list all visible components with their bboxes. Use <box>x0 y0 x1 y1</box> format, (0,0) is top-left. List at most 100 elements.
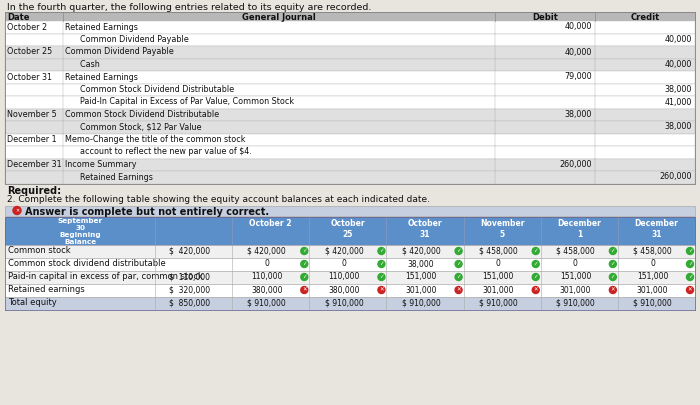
Circle shape <box>687 286 694 294</box>
Text: 40,000: 40,000 <box>664 35 692 44</box>
Text: ✓: ✓ <box>533 248 538 253</box>
Circle shape <box>532 273 539 281</box>
Text: December 31: December 31 <box>7 160 62 169</box>
Text: 110,000: 110,000 <box>251 273 283 281</box>
Text: $ 910,000: $ 910,000 <box>248 298 286 307</box>
Text: Date: Date <box>7 13 29 23</box>
Text: $  850,000: $ 850,000 <box>169 298 210 307</box>
Text: ✓: ✓ <box>302 261 307 266</box>
Text: 301,000: 301,000 <box>560 286 592 294</box>
Bar <box>5 171 695 183</box>
Bar <box>5 21 695 34</box>
Bar <box>5 245 695 258</box>
Text: ✕: ✕ <box>302 287 307 292</box>
Bar <box>5 96 695 109</box>
Text: ✓: ✓ <box>302 248 307 253</box>
Bar <box>5 146 695 158</box>
Text: ✕: ✕ <box>687 287 692 292</box>
Text: 0: 0 <box>496 260 500 269</box>
Text: $  110,000: $ 110,000 <box>169 273 210 281</box>
Bar <box>5 158 695 171</box>
Text: Retained Earnings: Retained Earnings <box>65 173 153 181</box>
Text: Common stock: Common stock <box>8 246 71 255</box>
Bar <box>5 121 695 134</box>
Text: ✓: ✓ <box>687 261 692 266</box>
Circle shape <box>532 286 539 294</box>
Bar <box>5 46 695 58</box>
Text: October 2: October 2 <box>249 219 292 228</box>
Text: $  320,000: $ 320,000 <box>169 286 210 294</box>
Circle shape <box>455 273 462 281</box>
Text: 380,000: 380,000 <box>251 286 283 294</box>
Text: Retained Earnings: Retained Earnings <box>65 23 138 32</box>
Text: Answer is complete but not entirely correct.: Answer is complete but not entirely corr… <box>25 207 269 217</box>
Text: Paid-In Capital in Excess of Par Value, Common Stock: Paid-In Capital in Excess of Par Value, … <box>65 98 294 107</box>
Text: 151,000: 151,000 <box>405 273 437 281</box>
Text: $ 458,000: $ 458,000 <box>634 247 672 256</box>
Text: 41,000: 41,000 <box>664 98 692 107</box>
Text: 260,000: 260,000 <box>559 160 592 169</box>
Text: ✕: ✕ <box>533 287 538 292</box>
Text: 151,000: 151,000 <box>637 273 668 281</box>
Circle shape <box>301 286 308 294</box>
Text: $ 910,000: $ 910,000 <box>556 298 595 307</box>
Text: 38,000: 38,000 <box>664 85 692 94</box>
Text: $ 458,000: $ 458,000 <box>556 247 595 256</box>
Text: Cash: Cash <box>65 60 99 69</box>
Text: 0: 0 <box>342 260 346 269</box>
Text: 38,000: 38,000 <box>408 260 435 269</box>
Text: ✓: ✓ <box>610 261 615 266</box>
Text: account to reflect the new par value of $4.: account to reflect the new par value of … <box>65 147 252 156</box>
Bar <box>5 205 695 215</box>
Text: 301,000: 301,000 <box>405 286 437 294</box>
Bar <box>5 34 695 46</box>
Text: ✕: ✕ <box>610 287 615 292</box>
Circle shape <box>378 260 385 267</box>
Text: October 31: October 31 <box>7 72 52 81</box>
Text: 301,000: 301,000 <box>637 286 668 294</box>
Bar <box>5 12 695 21</box>
Text: ✓: ✓ <box>687 274 692 279</box>
Text: 40,000: 40,000 <box>664 60 692 69</box>
Text: December 1: December 1 <box>7 135 57 144</box>
Text: $ 910,000: $ 910,000 <box>325 298 363 307</box>
Text: September
30
Beginning
Balance: September 30 Beginning Balance <box>57 218 103 245</box>
Text: ✓: ✓ <box>302 274 307 279</box>
Text: 38,000: 38,000 <box>565 110 592 119</box>
Text: ✓: ✓ <box>456 274 461 279</box>
Text: ✓: ✓ <box>379 248 384 253</box>
Text: $ 910,000: $ 910,000 <box>634 298 672 307</box>
Text: 0: 0 <box>265 260 270 269</box>
Bar <box>5 58 695 71</box>
Text: December
31: December 31 <box>634 219 678 239</box>
Text: December
1: December 1 <box>557 219 601 239</box>
Circle shape <box>610 286 617 294</box>
Circle shape <box>301 260 308 267</box>
Text: In the fourth quarter, the following entries related to its equity are recorded.: In the fourth quarter, the following ent… <box>7 3 372 12</box>
Text: October
25: October 25 <box>330 219 365 239</box>
Text: November
5: November 5 <box>480 219 524 239</box>
Text: $ 910,000: $ 910,000 <box>402 298 440 307</box>
Text: ✓: ✓ <box>533 274 538 279</box>
Text: October 25: October 25 <box>7 47 52 57</box>
Text: October
31: October 31 <box>407 219 442 239</box>
Text: Retained Earnings: Retained Earnings <box>65 72 138 81</box>
Text: Credit: Credit <box>631 13 659 23</box>
Text: 0: 0 <box>573 260 578 269</box>
Circle shape <box>378 247 385 254</box>
Circle shape <box>455 286 462 294</box>
Text: ✓: ✓ <box>379 261 384 266</box>
Text: Common Stock, $12 Par Value: Common Stock, $12 Par Value <box>65 122 202 132</box>
Circle shape <box>532 247 539 254</box>
Bar <box>5 296 695 309</box>
Text: $ 420,000: $ 420,000 <box>402 247 440 256</box>
Circle shape <box>687 247 694 254</box>
Text: Common stock dividend distributable: Common stock dividend distributable <box>8 259 166 268</box>
Text: ✓: ✓ <box>379 274 384 279</box>
Text: Common Stock Dividend Distributable: Common Stock Dividend Distributable <box>65 110 219 119</box>
Circle shape <box>610 273 617 281</box>
Text: ✓: ✓ <box>456 248 461 253</box>
Text: $ 420,000: $ 420,000 <box>325 247 363 256</box>
Text: October 2: October 2 <box>7 23 47 32</box>
Text: 38,000: 38,000 <box>664 122 692 132</box>
